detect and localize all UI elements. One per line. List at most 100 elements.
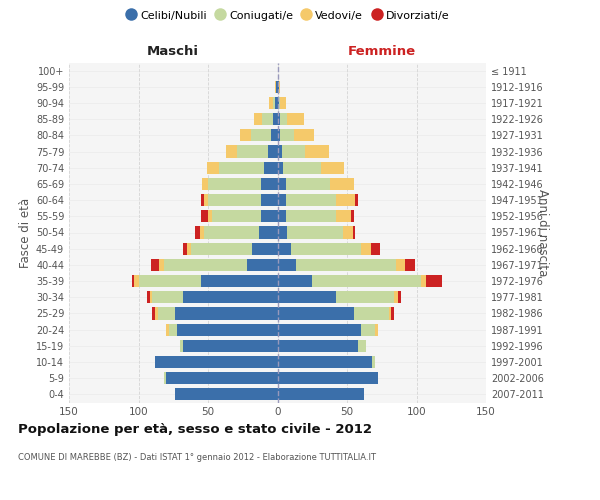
Bar [277, 372, 377, 384]
Text: Popolazione per età, sesso e stato civile - 2012: Popolazione per età, sesso e stato civil… [18, 422, 372, 436]
Bar [274, 113, 277, 125]
Bar [395, 259, 406, 271]
Bar [277, 210, 286, 222]
Text: Femmine: Femmine [347, 44, 416, 58]
Bar [286, 210, 336, 222]
Bar [271, 130, 277, 141]
Bar [274, 97, 275, 109]
Legend: Celibi/Nubili, Coniugati/e, Vedovi/e, Divorziati/e: Celibi/Nubili, Coniugati/e, Vedovi/e, Di… [122, 6, 454, 25]
Text: COMUNE DI MAREBBE (BZ) - Dati ISTAT 1° gennaio 2012 - Elaborazione TUTTITALIA.IT: COMUNE DI MAREBBE (BZ) - Dati ISTAT 1° g… [18, 452, 376, 462]
Bar [262, 113, 274, 125]
Bar [353, 226, 355, 238]
Bar [152, 291, 183, 304]
Bar [421, 275, 426, 287]
Bar [204, 226, 259, 238]
Bar [219, 162, 263, 174]
Bar [178, 324, 277, 336]
Bar [277, 80, 279, 93]
Bar [269, 97, 274, 109]
Bar [287, 226, 343, 238]
Bar [201, 194, 204, 206]
Bar [134, 275, 139, 287]
Bar [166, 324, 169, 336]
Bar [208, 194, 261, 206]
Bar [277, 178, 286, 190]
Bar [358, 340, 367, 352]
Bar [201, 210, 208, 222]
Bar [261, 210, 277, 222]
Bar [183, 291, 277, 304]
Bar [164, 372, 166, 384]
Bar [268, 146, 277, 158]
Bar [253, 242, 277, 255]
Bar [155, 356, 277, 368]
Bar [336, 194, 355, 206]
Bar [277, 308, 354, 320]
Bar [277, 194, 286, 206]
Bar [305, 146, 329, 158]
Bar [147, 291, 149, 304]
Bar [175, 388, 277, 400]
Bar [280, 97, 286, 109]
Bar [279, 97, 280, 109]
Bar [151, 259, 160, 271]
Bar [277, 340, 358, 352]
Bar [372, 356, 375, 368]
Bar [277, 226, 287, 238]
Bar [280, 113, 287, 125]
Bar [139, 275, 201, 287]
Bar [254, 113, 262, 125]
Bar [208, 210, 212, 222]
Bar [287, 113, 304, 125]
Bar [160, 259, 164, 271]
Bar [281, 146, 305, 158]
Bar [201, 275, 277, 287]
Bar [426, 275, 442, 287]
Bar [296, 259, 395, 271]
Bar [277, 97, 279, 109]
Bar [275, 80, 276, 93]
Bar [277, 388, 364, 400]
Bar [149, 291, 152, 304]
Bar [204, 194, 208, 206]
Bar [169, 324, 178, 336]
Bar [280, 130, 294, 141]
Bar [277, 242, 292, 255]
Bar [183, 242, 187, 255]
Bar [292, 242, 361, 255]
Bar [277, 130, 280, 141]
Bar [175, 308, 277, 320]
Bar [212, 210, 261, 222]
Bar [398, 291, 401, 304]
Bar [277, 162, 283, 174]
Bar [158, 308, 175, 320]
Bar [155, 308, 158, 320]
Bar [200, 226, 204, 238]
Bar [277, 113, 280, 125]
Y-axis label: Anni di nascita: Anni di nascita [536, 189, 549, 276]
Bar [131, 275, 134, 287]
Bar [355, 194, 358, 206]
Bar [183, 340, 277, 352]
Bar [277, 324, 361, 336]
Bar [277, 146, 281, 158]
Bar [187, 242, 191, 255]
Bar [277, 356, 372, 368]
Bar [247, 259, 277, 271]
Bar [164, 259, 247, 271]
Bar [351, 210, 354, 222]
Bar [277, 259, 296, 271]
Bar [191, 242, 253, 255]
Bar [286, 178, 331, 190]
Text: Maschi: Maschi [147, 44, 199, 58]
Bar [389, 308, 391, 320]
Bar [283, 162, 320, 174]
Bar [331, 178, 354, 190]
Y-axis label: Fasce di età: Fasce di età [19, 198, 32, 268]
Bar [320, 162, 344, 174]
Bar [375, 324, 377, 336]
Bar [276, 80, 277, 93]
Bar [208, 178, 261, 190]
Bar [251, 130, 271, 141]
Bar [261, 178, 277, 190]
